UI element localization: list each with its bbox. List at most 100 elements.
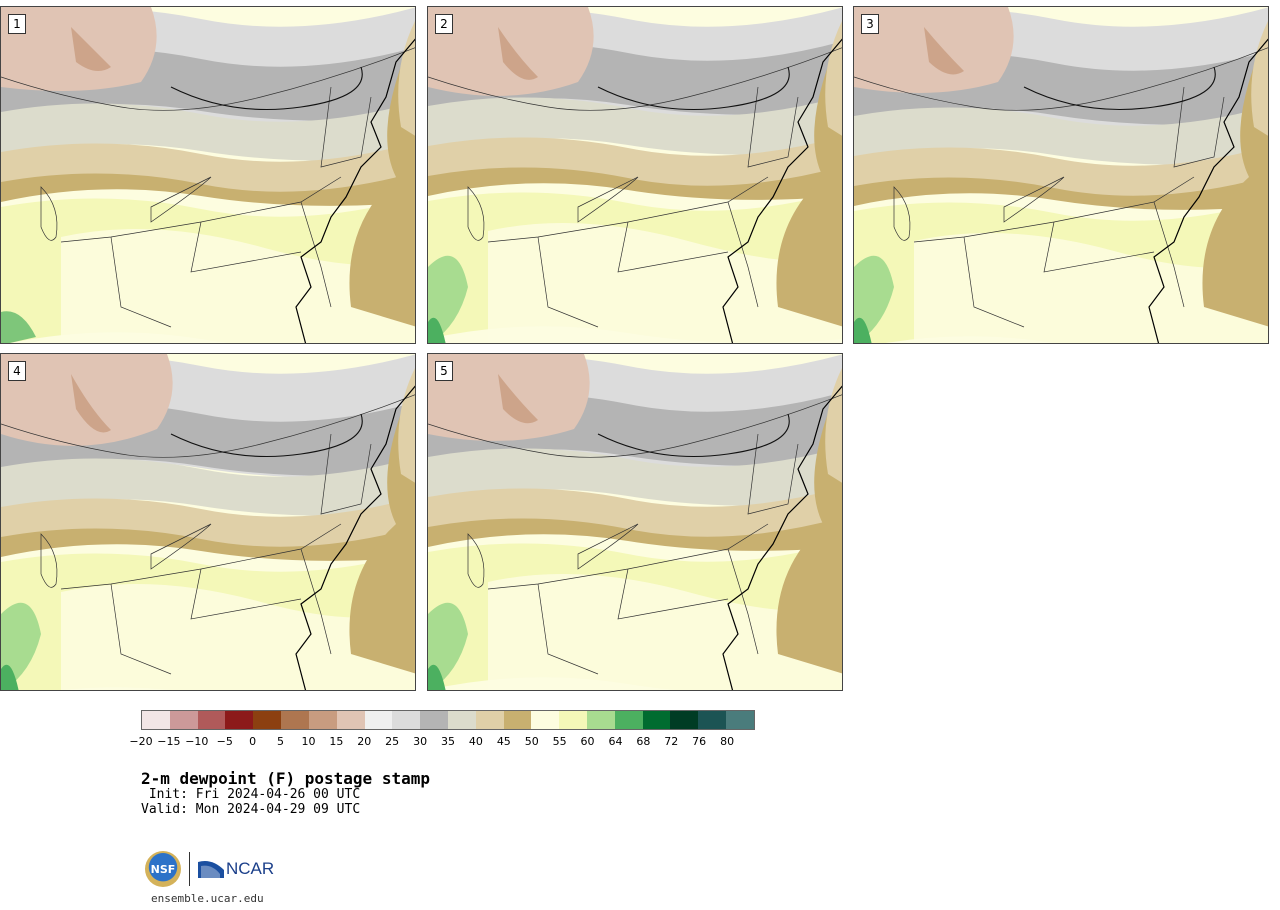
panel-number: 3: [861, 14, 879, 34]
dry-region: [71, 374, 111, 433]
colorbar-swatch: [253, 711, 282, 729]
border-line: [747, 86, 799, 168]
border-line: [1, 394, 415, 458]
border-line: [617, 568, 729, 620]
website-link[interactable]: ensemble.ucar.edu: [151, 892, 264, 905]
dewpoint-band: [488, 574, 842, 690]
stamp-panel-4[interactable]: 4: [0, 353, 416, 691]
border-line: [40, 186, 58, 241]
colorbar-swatch: [531, 711, 560, 729]
border-line: [1153, 201, 1185, 308]
colorbar-tick-label: 50: [524, 735, 539, 748]
panel-number: 4: [8, 361, 26, 381]
colorbar-swatch: [670, 711, 699, 729]
border-line: [577, 176, 639, 223]
dewpoint-band: [428, 136, 842, 190]
colorbar-tick-label: 40: [468, 735, 483, 748]
border-line: [1003, 176, 1065, 223]
ncar-logo[interactable]: NCAR: [198, 859, 274, 879]
coastline: [1148, 38, 1268, 343]
coastline: [295, 38, 415, 343]
border-line: [150, 523, 212, 570]
colorbar-swatch: [142, 711, 170, 729]
colorbar-swatch: [392, 711, 421, 729]
border-line: [467, 186, 485, 241]
dewpoint-band: [61, 584, 415, 690]
colorbar-tick-label: 72: [664, 735, 679, 748]
stamp-panel-1[interactable]: 1: [0, 6, 416, 344]
colorbar: [141, 710, 755, 730]
colorbar-tick-label: −15: [157, 735, 181, 748]
border-line: [300, 548, 332, 655]
dewpoint-map-2: [428, 7, 842, 343]
border-line: [320, 86, 372, 168]
river-line: [1023, 66, 1216, 111]
dewpoint-band: [854, 176, 1268, 210]
nsf-logo[interactable]: NSF: [145, 851, 181, 887]
border-line: [747, 433, 799, 515]
colorbar-swatch: [726, 711, 754, 729]
plot-title: 2-m dewpoint (F) postage stamp: [141, 769, 430, 788]
dewpoint-map-4: [1, 354, 415, 690]
init-time: Init: Fri 2024-04-26 00 UTC: [141, 787, 361, 802]
dewpoint-band: [428, 447, 842, 506]
panel-number: 1: [8, 14, 26, 34]
dewpoint-map-3: [854, 7, 1268, 343]
border-line: [963, 236, 1025, 328]
logo-divider: [189, 852, 190, 886]
stamp-panel-2[interactable]: 2: [427, 6, 843, 344]
dewpoint-band: [854, 146, 1268, 200]
dewpoint-map-1: [1, 7, 415, 343]
colorbar-swatch: [698, 711, 727, 729]
moist-region: [428, 664, 446, 690]
colorbar-swatch: [364, 711, 393, 729]
colorbar-swatch: [308, 711, 337, 729]
coastline: [295, 385, 415, 690]
colorbar-tick-label: 20: [357, 735, 372, 748]
border-line: [300, 201, 332, 308]
border-line: [150, 176, 212, 223]
colorbar-swatch: [420, 711, 448, 729]
colorbar-tick-label: 5: [277, 735, 285, 748]
colorbar-tick-label: −10: [185, 735, 209, 748]
border-line: [1, 47, 415, 111]
border-line: [1043, 221, 1155, 273]
logo-row: NSF NCAR: [145, 851, 274, 887]
colorbar-tick-label: 55: [552, 735, 567, 748]
colorbar-tick-label: 0: [249, 735, 257, 748]
moist-region: [1, 664, 19, 690]
moist-region: [854, 317, 872, 343]
dewpoint-band: [1, 172, 415, 206]
colorbar-tick-label: 80: [720, 735, 735, 748]
dry-region: [71, 27, 111, 71]
border-line: [190, 221, 302, 273]
border-line: [727, 548, 759, 655]
dewpoint-band: [428, 487, 842, 541]
coastline: [722, 385, 842, 690]
colorbar-swatch: [475, 711, 504, 729]
colorbar-tick-label: 60: [580, 735, 595, 748]
colorbar-tick-label: −5: [216, 735, 233, 748]
border-line: [467, 533, 485, 588]
border-line: [893, 186, 911, 241]
dewpoint-band: [1, 142, 415, 196]
border-line: [40, 533, 58, 588]
valid-time: Valid: Mon 2024-04-29 09 UTC: [141, 802, 361, 817]
dewpoint-band: [1, 497, 415, 551]
colorbar-tick-label: 76: [692, 735, 707, 748]
colorbar-tick-label: 45: [496, 735, 511, 748]
river-line: [597, 413, 790, 458]
stamp-panel-3[interactable]: 3: [853, 6, 1269, 344]
colorbar-tick-label: −20: [129, 735, 153, 748]
dewpoint-map-5: [428, 354, 842, 690]
dewpoint-band: [1, 457, 415, 516]
stamp-panel-5[interactable]: 5: [427, 353, 843, 691]
border-line: [577, 523, 639, 570]
colorbar-tick-label: 10: [301, 735, 316, 748]
colorbar-swatch: [197, 711, 226, 729]
dewpoint-band: [428, 166, 842, 200]
border-line: [537, 583, 599, 675]
dewpoint-band: [61, 228, 415, 343]
colorbar-swatch: [281, 711, 309, 729]
colorbar-tick-label: 64: [608, 735, 623, 748]
